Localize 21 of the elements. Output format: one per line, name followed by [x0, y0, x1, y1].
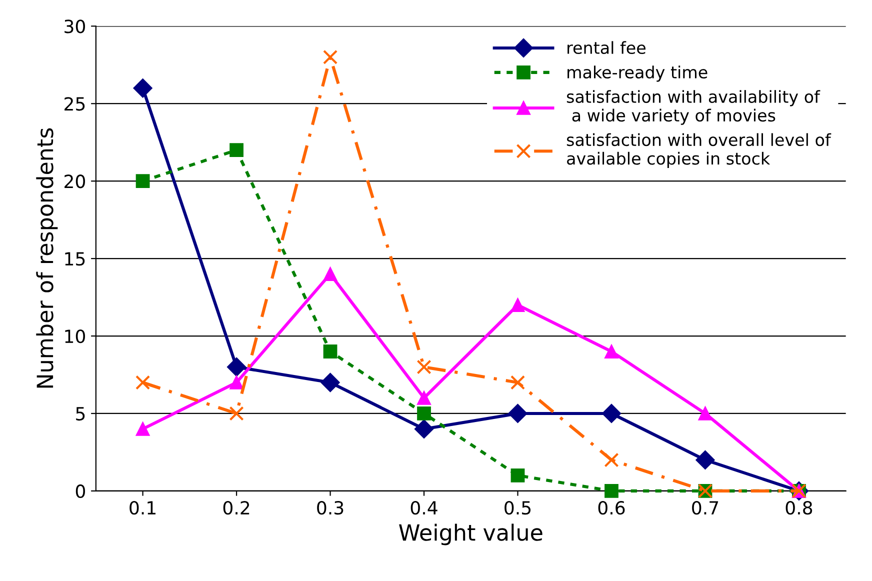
- legend-label: make-ready time: [568, 66, 708, 82]
- x-axis-title: Weight value: [399, 524, 542, 546]
- x-tick-label: 0.8: [786, 500, 812, 515]
- x-tick-label: 0.6: [598, 500, 625, 515]
- legend-label: satisfaction with overall level of available copies in stock: [566, 133, 832, 168]
- x-tick-label: 0.3: [317, 500, 344, 515]
- y-tick-label: 25: [64, 97, 85, 111]
- x-tick-label: 0.7: [692, 500, 718, 515]
- y-axis-title: Number of respondents: [36, 128, 58, 388]
- legend-label: satisfaction with availability of a wide variety of movies: [566, 90, 820, 125]
- x-tick-label: 0.2: [223, 500, 250, 515]
- y-tick-label: 20: [64, 174, 85, 188]
- y-tick-label: 5: [76, 407, 85, 421]
- y-tick-label: 0: [76, 484, 85, 498]
- y-tick-label: 15: [65, 252, 85, 266]
- x-tick-label: 0.5: [504, 500, 531, 515]
- x-tick-label: 0.1: [130, 500, 156, 515]
- y-tick-label: 30: [64, 20, 85, 34]
- x-tick-label: 0.4: [410, 500, 438, 515]
- y-tick-label: 10: [65, 329, 85, 344]
- legend-label: rental fee: [568, 41, 646, 54]
